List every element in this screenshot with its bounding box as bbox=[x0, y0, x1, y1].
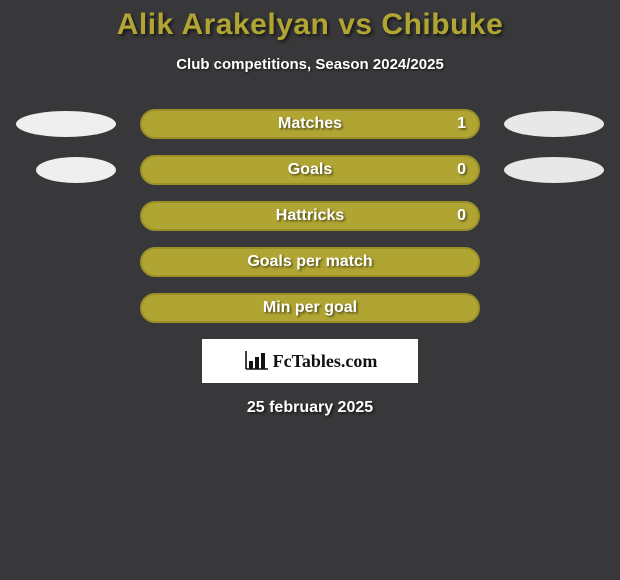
stat-row: Goals per match bbox=[0, 247, 620, 277]
stat-label: Goals per match bbox=[247, 253, 372, 271]
stat-row: Goals 0 bbox=[0, 155, 620, 185]
stat-label: Matches bbox=[278, 115, 342, 133]
stat-row: Min per goal bbox=[0, 293, 620, 323]
stat-label: Hattricks bbox=[276, 207, 344, 225]
stat-row: Matches 1 bbox=[0, 109, 620, 139]
player-right-ellipse bbox=[504, 111, 604, 137]
stat-value: 1 bbox=[457, 115, 466, 133]
stat-label: Min per goal bbox=[263, 299, 357, 317]
stats-list: Matches 1 Goals 0 Hattricks 0 Goals per match M… bbox=[0, 109, 620, 323]
fctables-logo-icon bbox=[243, 350, 269, 372]
stat-bar: Goals per match bbox=[140, 247, 480, 277]
stat-bar: Hattricks 0 bbox=[140, 201, 480, 231]
stat-bar: Matches 1 bbox=[140, 109, 480, 139]
comparison-card: Alik Arakelyan vs Chibuke Club competiti… bbox=[0, 0, 620, 417]
stat-label: Goals bbox=[288, 161, 332, 179]
player-right-ellipse bbox=[504, 157, 604, 183]
date-label: 25 february 2025 bbox=[0, 399, 620, 417]
stat-row: Hattricks 0 bbox=[0, 201, 620, 231]
stat-bar: Goals 0 bbox=[140, 155, 480, 185]
player-left-ellipse bbox=[36, 157, 116, 183]
stat-value: 0 bbox=[457, 161, 466, 179]
source-badge: FcTables.com bbox=[202, 339, 418, 383]
badge-text: FcTables.com bbox=[273, 351, 378, 372]
stat-value: 0 bbox=[457, 207, 466, 225]
player-left-ellipse bbox=[16, 111, 116, 137]
stat-bar: Min per goal bbox=[140, 293, 480, 323]
subtitle: Club competitions, Season 2024/2025 bbox=[0, 56, 620, 73]
page-title: Alik Arakelyan vs Chibuke bbox=[0, 8, 620, 42]
